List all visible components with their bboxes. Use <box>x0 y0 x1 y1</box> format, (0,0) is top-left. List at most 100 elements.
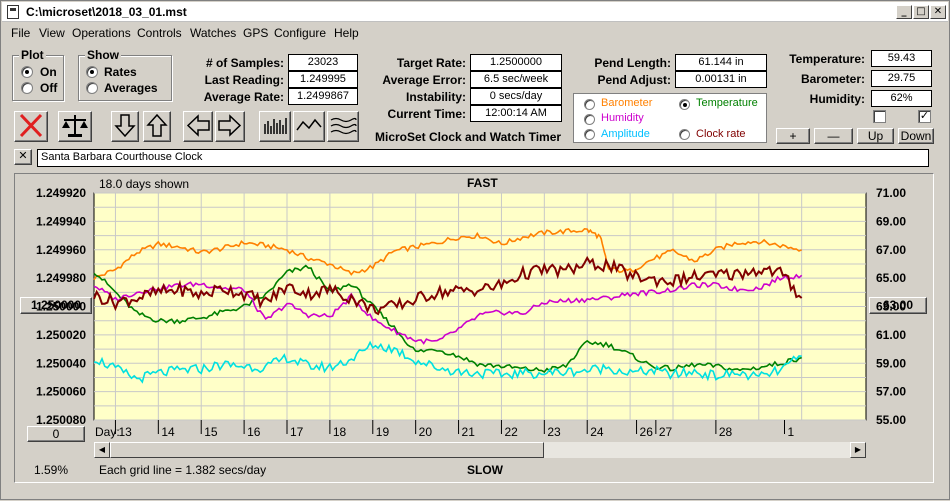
temperature-option-label: Temperature <box>696 97 758 109</box>
barometer-radio[interactable] <box>584 99 595 110</box>
show-averages-label: Averages <box>104 81 158 95</box>
x-tick-label: 17 <box>290 425 304 439</box>
plot-off-radio[interactable] <box>21 82 33 94</box>
bar-graph-icon <box>264 118 287 134</box>
env-checkbox-2[interactable]: ✓ <box>918 110 931 123</box>
temperature-radio[interactable] <box>679 99 690 110</box>
temp-offset-button[interactable]: 63.00 <box>869 297 927 314</box>
target-rate-field: 1.2500000 <box>470 54 562 71</box>
menu-watches[interactable]: Watches <box>190 26 237 40</box>
menu-configure[interactable]: Configure <box>274 26 327 40</box>
show-rates-radio[interactable] <box>86 66 98 78</box>
barometer-field: 29.75 <box>871 70 932 87</box>
menu-view[interactable]: View <box>39 26 65 40</box>
show-averages-radio[interactable] <box>86 82 98 94</box>
series-line-clock-rate <box>93 255 803 316</box>
menu-operations[interactable]: Operations <box>72 26 131 40</box>
average-rate-label: Average Rate: <box>203 90 284 104</box>
right-arrow-button[interactable] <box>215 111 245 142</box>
current-time-label: Current Time: <box>387 107 466 121</box>
maximize-button[interactable]: □ <box>913 5 929 19</box>
y-right-tick-label: 63.00 <box>876 300 906 314</box>
series-line-humidity <box>93 273 803 345</box>
up-arrow-button[interactable] <box>143 111 171 142</box>
x-tick-label: 24 <box>590 425 604 439</box>
scroll-thumb[interactable] <box>110 442 544 458</box>
scales-icon <box>62 115 88 137</box>
scroll-right-arrow[interactable]: ▶ <box>850 442 866 458</box>
x-axis-label: Day: <box>95 425 120 439</box>
clock-rate-radio[interactable] <box>679 129 690 140</box>
left-arrow-button[interactable] <box>183 111 213 142</box>
amplitude-option-label: Amplitude <box>601 128 650 140</box>
y-left-tick-label: 1.250020 <box>36 328 86 342</box>
menu-file[interactable]: File <box>11 26 31 40</box>
down-arrow-button[interactable] <box>111 111 139 142</box>
clock-rate-option-label: Clock rate <box>696 128 746 140</box>
last-reading-field: 1.249995 <box>288 71 358 88</box>
y-left-tick-label: 1.250060 <box>36 385 86 399</box>
app-icon[interactable] <box>7 5 19 19</box>
chart-scrollbar[interactable]: ◀ ▶ <box>94 442 866 458</box>
y-left-tick-label: 1.249960 <box>36 243 86 257</box>
minimize-button[interactable]: _ <box>896 5 912 19</box>
clock-name-field[interactable]: Santa Barbara Courthouse Clock <box>37 149 929 167</box>
y-right-tick-label: 67.00 <box>876 243 906 257</box>
scroll-left-arrow[interactable]: ◀ <box>94 442 110 458</box>
x-tick-label: 22 <box>504 425 518 439</box>
up-button[interactable]: Up <box>857 128 894 144</box>
line-view-button[interactable] <box>293 111 325 142</box>
series-selector: Barometer Temperature Humidity Amplitude… <box>573 93 767 143</box>
y-right-tick-label: 59.00 <box>876 356 906 370</box>
show-group-title: Show <box>85 48 121 62</box>
x-tick-label: 1 <box>788 425 795 439</box>
menu-help[interactable]: Help <box>334 26 359 40</box>
samples-field: 23023 <box>288 54 358 71</box>
title-bar[interactable]: C:\microset\2018_03_01.mst _ □ ✕ <box>2 2 948 22</box>
x-tick-label: 18 <box>333 425 347 439</box>
clear-clock-button[interactable]: ✕ <box>14 149 32 165</box>
amplitude-radio[interactable] <box>584 129 595 140</box>
stop-button[interactable] <box>14 111 48 142</box>
y-left-tick-label: 1.249980 <box>36 271 86 285</box>
rate-offset-button[interactable]: 1.250000 <box>20 297 92 314</box>
x-tick-label: 23 <box>547 425 561 439</box>
average-rate-field: 1.2499867 <box>288 88 358 105</box>
bar-view-button[interactable] <box>259 111 291 142</box>
samples-label: # of Samples: <box>205 56 284 70</box>
instability-label: Instability: <box>405 90 466 104</box>
y-left-tick-label: 1.249940 <box>36 214 86 228</box>
x-tick-label: 19 <box>376 425 390 439</box>
plot-on-radio[interactable] <box>21 66 33 78</box>
balance-button[interactable] <box>58 111 92 142</box>
menu-controls[interactable]: Controls <box>137 26 182 40</box>
arrow-down-icon <box>114 114 136 138</box>
humidity-radio[interactable] <box>584 114 595 125</box>
red-x-icon <box>19 113 43 138</box>
temperature-label: Temperature: <box>789 52 865 66</box>
arrow-left-icon <box>186 114 210 137</box>
env-checkbox-1[interactable] <box>873 110 886 123</box>
show-rates-label: Rates <box>104 65 137 79</box>
humidity-option-label: Humidity <box>601 112 644 124</box>
x-tick-label: 26 <box>640 425 654 439</box>
menu-gps[interactable]: GPS <box>243 26 269 40</box>
y-right-tick-label: 57.00 <box>876 385 906 399</box>
close-window-button[interactable]: ✕ <box>930 5 946 19</box>
multi-line-view-button[interactable] <box>327 111 359 142</box>
x-tick-label: 16 <box>247 425 261 439</box>
fast-label: FAST <box>467 176 498 190</box>
grid-note: Each grid line = 1.382 secs/day <box>99 463 267 477</box>
zero-button[interactable]: 0 <box>27 426 85 442</box>
y-left-tick-label: 1.250080 <box>36 413 86 427</box>
pend-adjust-field: 0.00131 in <box>675 71 767 88</box>
x-tick-label: 15 <box>204 425 218 439</box>
barometer-option-label: Barometer <box>601 97 653 109</box>
humidity-label: Humidity: <box>809 92 865 106</box>
minus-button[interactable]: — <box>814 128 853 144</box>
plot-group-title: Plot <box>19 48 46 62</box>
average-error-label: Average Error: <box>382 73 466 87</box>
plus-button[interactable]: + <box>776 128 810 144</box>
down-button[interactable]: Down <box>898 128 934 144</box>
